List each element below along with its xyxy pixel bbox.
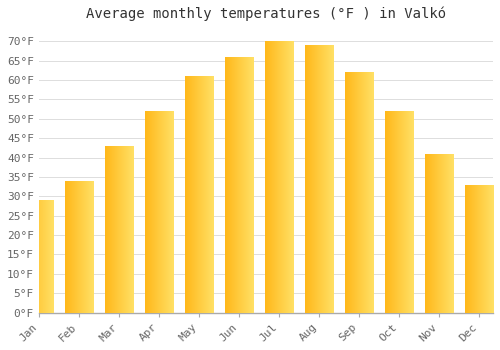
Bar <box>345 72 373 313</box>
Bar <box>185 76 213 313</box>
Bar <box>225 57 253 313</box>
Bar <box>25 200 53 313</box>
Bar <box>105 146 133 313</box>
Bar <box>385 111 413 313</box>
Bar <box>305 45 333 313</box>
Bar <box>425 154 453 313</box>
Bar <box>65 181 93 313</box>
Bar <box>265 41 293 313</box>
Bar <box>145 111 173 313</box>
Title: Average monthly temperatures (°F ) in Valkó: Average monthly temperatures (°F ) in Va… <box>86 7 446 21</box>
Bar <box>465 185 493 313</box>
